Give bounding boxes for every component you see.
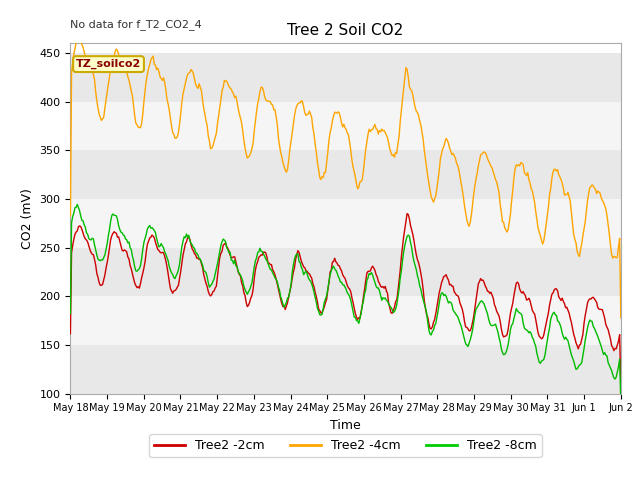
Bar — [70, 102, 621, 150]
Title: Tree 2 Soil CO2: Tree 2 Soil CO2 — [287, 23, 404, 38]
Y-axis label: CO2 (mV): CO2 (mV) — [21, 188, 34, 249]
Bar — [70, 345, 621, 394]
Text: TZ_soilco2: TZ_soilco2 — [76, 59, 141, 69]
Bar — [70, 150, 621, 199]
Bar — [70, 199, 621, 248]
Bar — [70, 296, 621, 345]
Bar — [70, 248, 621, 296]
Legend: Tree2 -2cm, Tree2 -4cm, Tree2 -8cm: Tree2 -2cm, Tree2 -4cm, Tree2 -8cm — [149, 434, 542, 457]
Text: No data for f_T2_CO2_4: No data for f_T2_CO2_4 — [70, 19, 202, 30]
X-axis label: Time: Time — [330, 419, 361, 432]
Bar — [70, 53, 621, 102]
